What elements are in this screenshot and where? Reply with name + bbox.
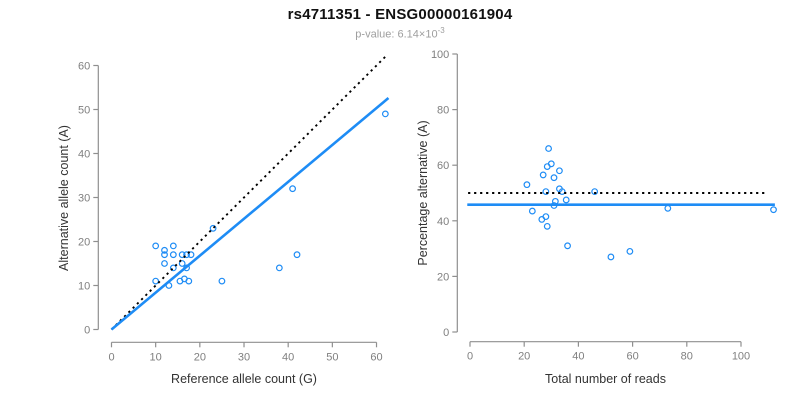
data-point [770,206,777,214]
data-point [550,174,558,182]
data-point [218,277,226,285]
p-value-subtitle: p-value: 6.14×10-3 [0,26,800,41]
data-point [381,110,389,118]
x-tick-label: 10 [150,351,162,363]
right-scatter-plot: 0 20 40 60 80 100 0 20 40 60 80 100 Total number of … [416,49,777,386]
data-point [178,260,186,267]
identity-line [110,56,387,331]
data-point [152,277,160,285]
x-tick-label: 80 [681,351,693,363]
left-scatter-plot: 0 10 20 30 40 50 60 0 10 20 30 40 50 60 Reference alle… [57,56,390,386]
x-tick-label: 60 [370,351,382,363]
y-tick-label: 10 [78,281,90,293]
data-point [209,224,217,232]
data-point [169,242,177,250]
x-tick-label: 0 [108,351,114,363]
data-point [293,251,301,259]
x-tick-label: 30 [238,351,250,363]
y-axis-title: Percentage alternative (A) [416,120,430,265]
data-point [161,251,168,259]
data-point [178,251,186,259]
y-tick-label: 100 [431,49,449,61]
data-point [607,253,615,261]
x-axis-title: Reference allele count (G) [171,372,317,386]
y-tick-label: 80 [437,105,449,117]
x-tick-label: 0 [467,351,473,363]
data-point [523,181,531,189]
p-value-exponent: -3 [437,26,445,35]
data-point [564,242,571,250]
y-tick-label: 20 [437,271,449,283]
data-point [558,188,566,196]
y-tick-label: 30 [78,193,90,205]
data-point [543,222,551,230]
x-tick-label: 20 [194,351,206,363]
data-point [161,246,168,254]
data-point [547,160,555,168]
data-point [542,188,550,196]
data-point [664,204,672,212]
y-tick-label: 60 [78,61,90,73]
data-point [169,264,177,272]
data-point [161,260,168,267]
y-tick-label: 0 [443,327,449,339]
x-tick-label: 50 [326,351,338,363]
x-tick-label: 20 [518,351,530,363]
data-point [183,251,190,259]
regression-line [110,97,390,331]
data-point [562,196,570,204]
x-tick-label: 40 [572,351,584,363]
y-axis-title: Alternative allele count (A) [57,125,71,271]
data-point [185,277,193,285]
x-tick-label: 40 [282,351,294,363]
data-point [169,251,177,259]
y-tick-label: 40 [78,149,90,161]
data-point [591,188,599,196]
p-value-mantissa: 6.14×10 [397,28,438,41]
data-point [556,167,563,175]
data-point [187,251,195,259]
data-point [545,145,552,152]
data-point [528,207,536,215]
data-point [275,264,283,272]
data-point [152,242,160,250]
x-tick-label: 100 [732,351,750,363]
y-tick-label: 20 [78,237,90,249]
data-point [289,185,296,193]
y-tick-label: 60 [437,160,449,172]
x-tick-label: 60 [626,351,638,363]
page-title: rs4711351 - ENSG00000161904 [287,6,513,23]
x-axis-title: Total number of reads [545,372,666,386]
data-point [626,247,634,255]
data-point [542,213,550,221]
y-tick-label: 0 [84,325,90,337]
data-point [539,171,547,179]
p-value-label: p-value: [355,28,398,41]
y-tick-label: 50 [78,105,90,117]
y-tick-label: 40 [437,216,449,228]
